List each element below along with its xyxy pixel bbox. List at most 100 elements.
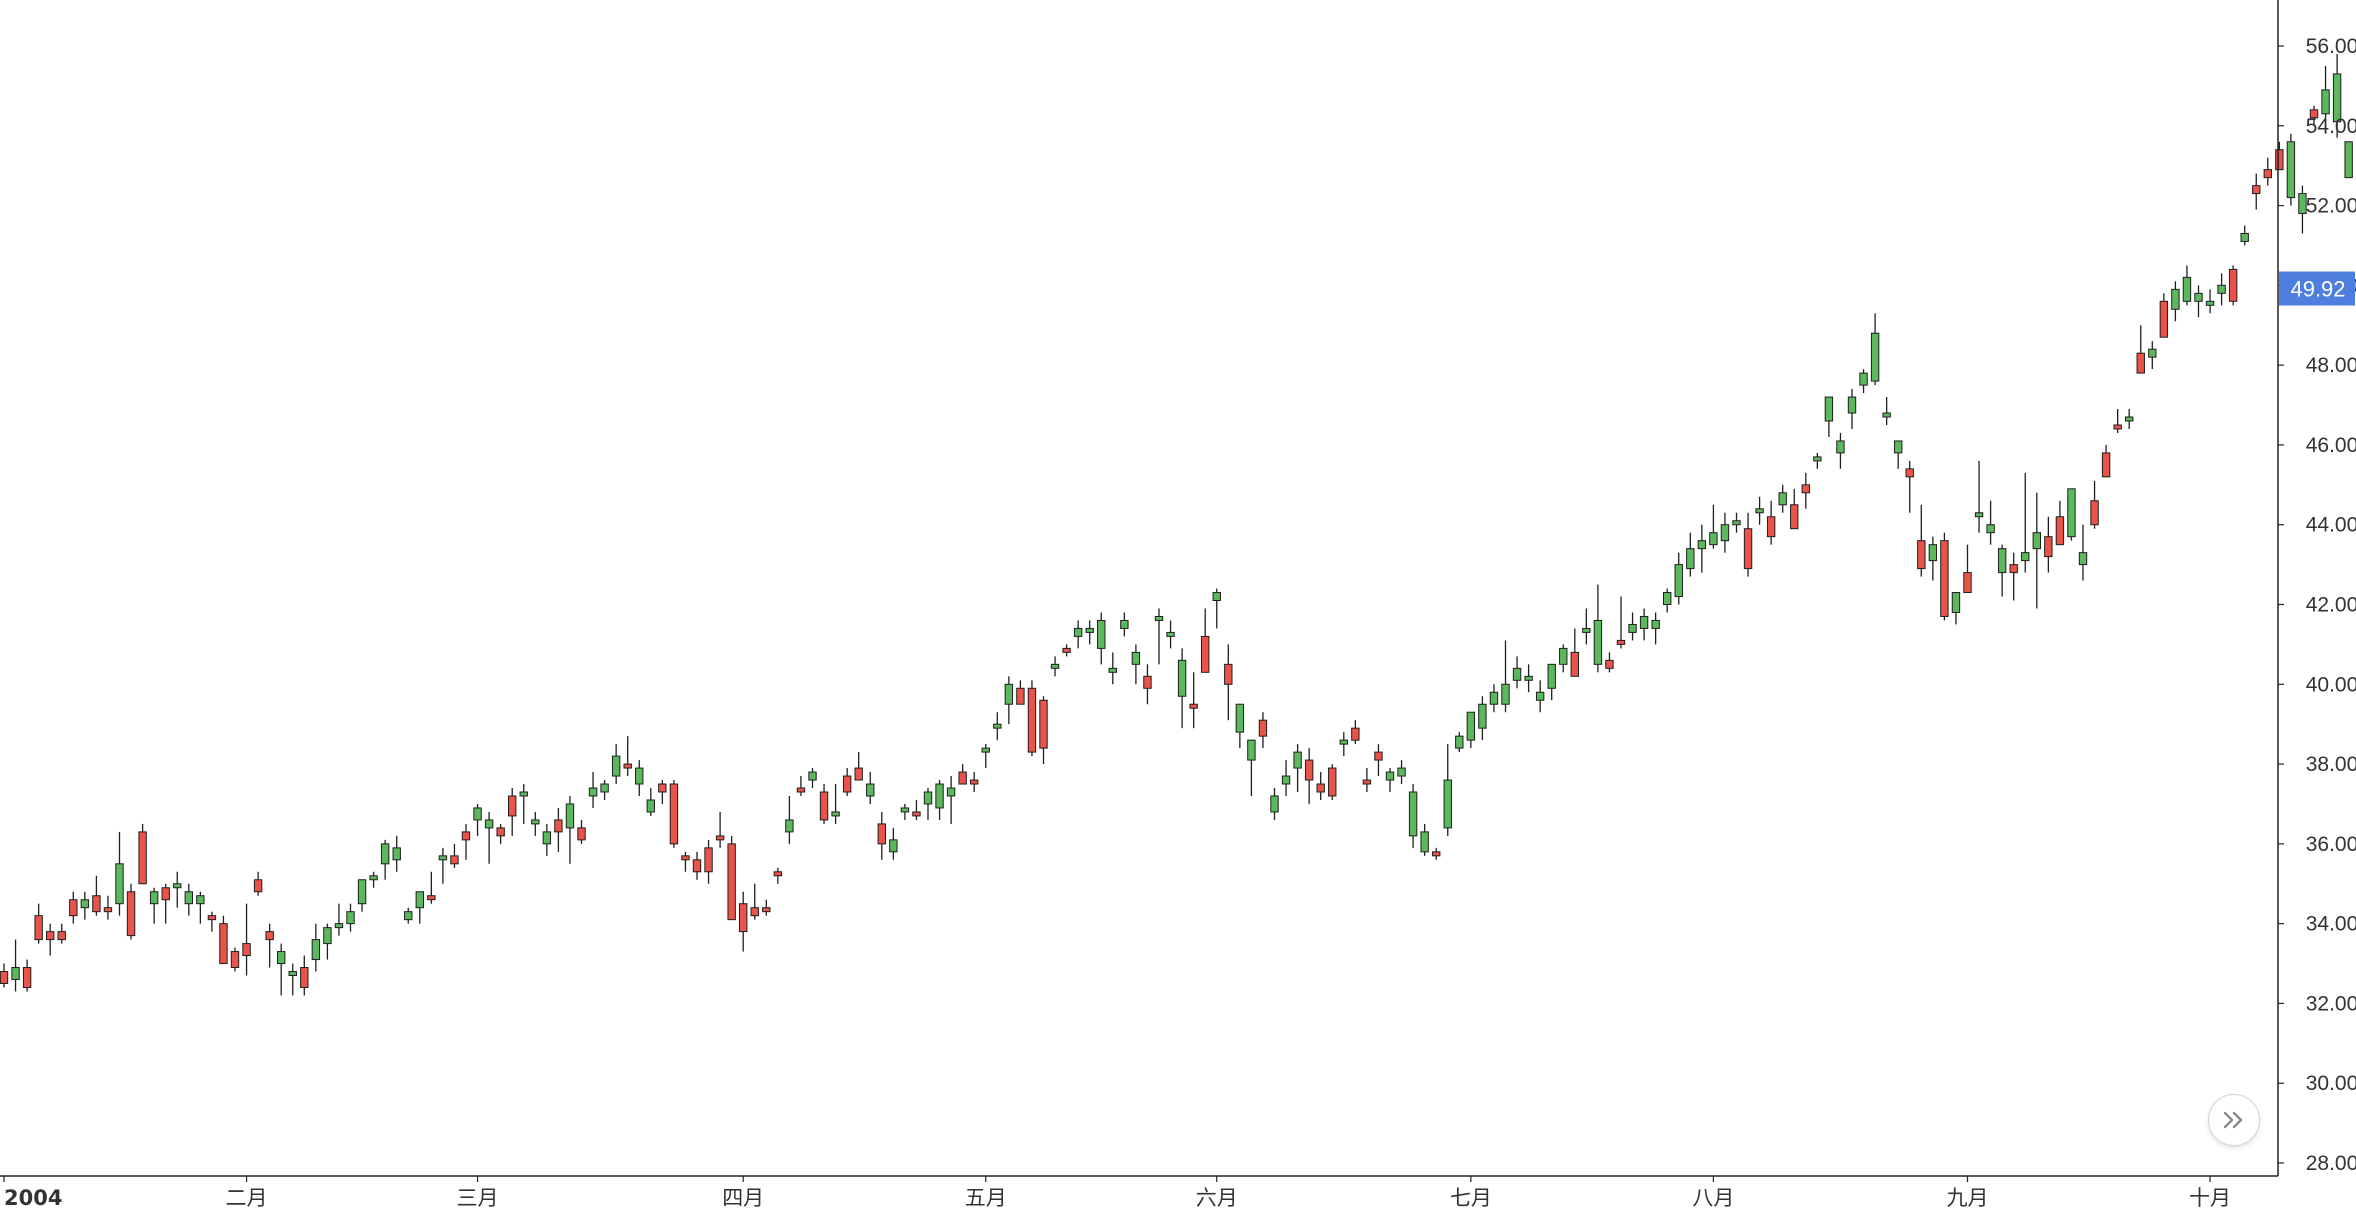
candle xyxy=(1813,452,1822,469)
candle-body xyxy=(1212,592,1221,602)
candle-body xyxy=(1293,751,1302,769)
candle-body xyxy=(1258,719,1268,737)
candle xyxy=(1847,389,1857,429)
candle xyxy=(2217,273,2226,306)
x-tick-label: 四月 xyxy=(722,1186,764,1210)
y-tick-label: 34.00 xyxy=(2306,913,2356,936)
candle xyxy=(196,891,205,924)
candle-body xyxy=(1420,831,1429,853)
candle-body xyxy=(796,787,806,793)
candle xyxy=(819,784,829,824)
candle xyxy=(22,959,32,992)
candle xyxy=(2125,409,2134,429)
y-tick-label: 28.00 xyxy=(2306,1152,2356,1175)
candle-body xyxy=(900,807,910,813)
candle-body xyxy=(692,859,702,873)
candle xyxy=(1917,504,1926,577)
candle-body xyxy=(923,791,933,805)
candle-body xyxy=(1790,504,1799,530)
candle xyxy=(1466,711,1476,749)
candle-body xyxy=(230,951,240,969)
candle-body xyxy=(1801,484,1810,494)
candle-body xyxy=(1097,619,1106,649)
candle xyxy=(796,776,806,796)
candle xyxy=(1905,460,1914,513)
candle-body xyxy=(2101,452,2111,478)
candles-layer xyxy=(0,53,2353,996)
candle xyxy=(1085,620,1094,645)
candle xyxy=(46,923,55,956)
candle xyxy=(1570,628,1579,677)
candle-body xyxy=(1824,396,1834,422)
candle-body xyxy=(2125,416,2134,422)
candle-body xyxy=(357,879,367,905)
scroll-to-realtime-button[interactable] xyxy=(2208,1094,2260,1146)
candle xyxy=(2136,325,2145,374)
candle-body xyxy=(842,775,852,793)
candle-body xyxy=(1605,659,1614,669)
candle xyxy=(704,839,713,884)
candle xyxy=(2090,480,2099,529)
candle xyxy=(1420,823,1429,856)
candle xyxy=(1743,512,1753,577)
candle xyxy=(2148,341,2157,370)
candle xyxy=(542,823,552,856)
candle xyxy=(1281,760,1291,796)
candle-body xyxy=(46,931,55,941)
x-tick-label: 2004 xyxy=(4,1186,62,1210)
candle xyxy=(1547,663,1556,701)
candle-body xyxy=(1732,520,1741,526)
candle-body xyxy=(970,779,979,785)
candle-body xyxy=(1593,619,1603,665)
candle xyxy=(727,835,736,921)
candle-body xyxy=(1836,440,1845,454)
candle xyxy=(1801,472,1810,509)
candle-body xyxy=(1050,663,1060,669)
candle xyxy=(1766,500,1776,545)
candle xyxy=(658,780,667,804)
candle-body xyxy=(1443,779,1452,829)
candle xyxy=(11,939,20,992)
candle-body xyxy=(1720,524,1730,542)
candle xyxy=(531,811,540,836)
candle xyxy=(692,851,702,880)
candle-body xyxy=(1917,540,1926,570)
candle-body xyxy=(461,831,471,841)
candle xyxy=(1778,484,1787,513)
y-tick-label: 30.00 xyxy=(2306,1072,2356,1095)
y-tick-label: 38.00 xyxy=(2306,753,2356,776)
candle-body xyxy=(253,879,263,893)
candle xyxy=(588,772,598,808)
candle-body xyxy=(1905,468,1914,478)
candle xyxy=(69,891,78,924)
candle-body xyxy=(912,811,921,817)
candle xyxy=(1478,696,1487,741)
candle xyxy=(2263,157,2273,186)
candle xyxy=(438,847,448,884)
candle xyxy=(1062,644,1071,657)
candle-body xyxy=(2263,169,2273,179)
candle-body xyxy=(1478,703,1487,729)
candle-body xyxy=(1951,592,1961,613)
candle-body xyxy=(1408,791,1418,837)
candle-body xyxy=(2113,424,2122,430)
candle xyxy=(773,867,783,884)
candle xyxy=(1004,676,1014,725)
candle-body xyxy=(715,835,725,841)
candle-body xyxy=(1166,631,1175,637)
candle-body xyxy=(2148,348,2157,358)
candle xyxy=(34,903,43,944)
candle-body xyxy=(2332,73,2342,123)
candle-body xyxy=(2275,149,2284,171)
candle-body xyxy=(542,831,552,845)
candle-body xyxy=(1397,767,1406,777)
candle-body xyxy=(2136,352,2145,374)
candle-body xyxy=(1455,735,1464,749)
candle-body xyxy=(623,763,632,769)
candle-body xyxy=(126,891,136,937)
candle xyxy=(1489,684,1499,713)
candle-body xyxy=(242,943,251,957)
candle xyxy=(1512,656,1522,689)
